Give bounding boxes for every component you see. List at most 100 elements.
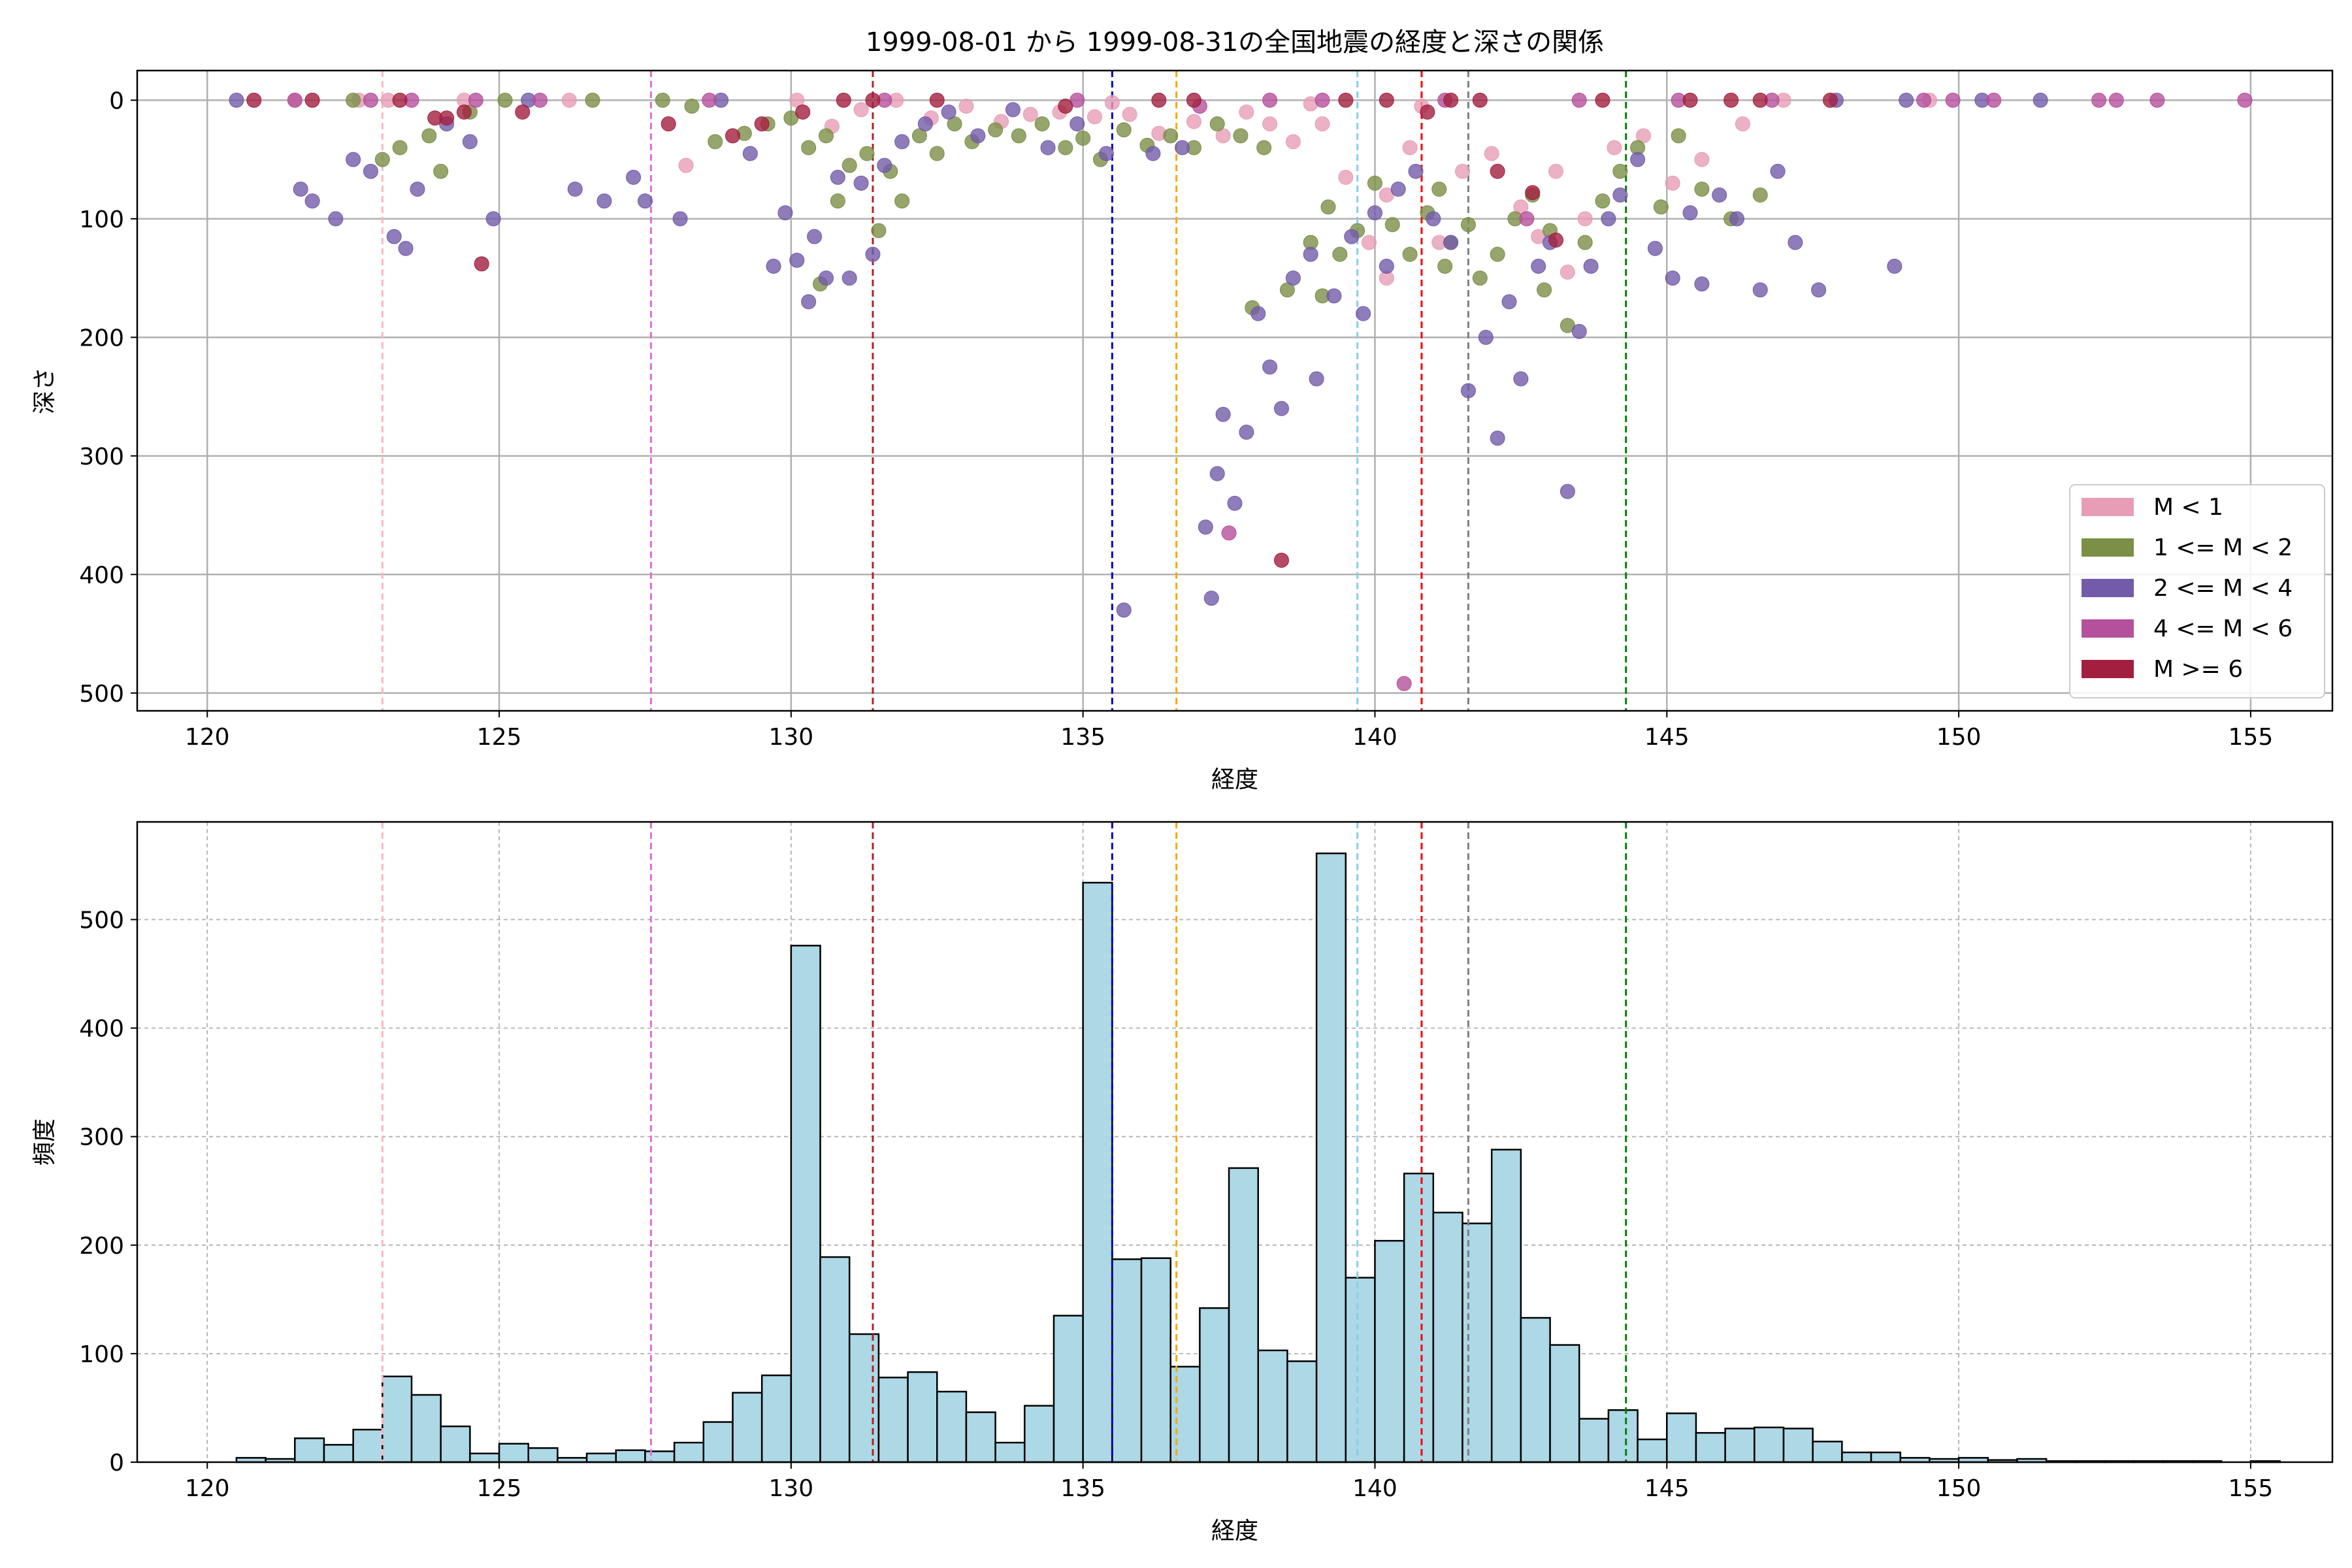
scatter-point	[532, 92, 548, 108]
scatter-point	[497, 92, 513, 108]
scatter-point	[1379, 258, 1394, 274]
scatter-point	[1303, 246, 1318, 262]
histogram-bar	[1403, 1172, 1435, 1463]
scatter-point	[1455, 163, 1471, 179]
scatter-point	[2237, 92, 2253, 108]
histogram-y-axis-label: 頻度	[31, 1119, 58, 1166]
scatter-point	[1571, 323, 1587, 339]
scatter-point	[1332, 246, 1348, 262]
histogram-bar	[294, 1437, 325, 1463]
scatter-point	[626, 169, 642, 185]
scatter-point	[1443, 235, 1459, 250]
scatter-point	[1285, 270, 1301, 286]
scatter-point	[1490, 246, 1505, 262]
scatter-point	[1560, 265, 1575, 280]
scatter-point	[678, 157, 694, 173]
scatter-point	[1239, 105, 1254, 120]
scatter-point	[1899, 92, 1914, 108]
scatter-point	[1402, 246, 1418, 262]
scatter-point	[1034, 116, 1050, 132]
scatter-point	[1682, 205, 1698, 221]
scatter-point	[1362, 235, 1377, 250]
scatter-point	[1577, 235, 1593, 250]
scatter-point	[1577, 211, 1593, 227]
scatter-point	[1712, 188, 1727, 203]
scatter-point	[363, 163, 378, 179]
histogram-bar	[1374, 1239, 1405, 1463]
scatter-point	[1513, 371, 1529, 387]
histogram-y-tick-label: 100	[79, 1341, 124, 1368]
histogram-bar	[1257, 1349, 1288, 1463]
scatter-point	[1647, 240, 1663, 256]
scatter-point	[567, 181, 583, 197]
scatter-point	[1431, 181, 1447, 197]
scatter-point	[1519, 211, 1535, 227]
scatter-point	[1186, 114, 1201, 129]
scatter-point	[1367, 205, 1382, 221]
scatter-point	[468, 92, 483, 108]
scatter-point	[1209, 466, 1225, 482]
scatter-point	[1682, 92, 1698, 108]
histogram-x-tick-label: 130	[768, 1475, 813, 1502]
scatter-point	[1075, 130, 1091, 146]
histogram-bar	[1053, 1315, 1084, 1463]
scatter-point	[2091, 92, 2107, 108]
histogram-bar	[1666, 1413, 1697, 1463]
histogram-x-axis-label: 経度	[1211, 1518, 1258, 1544]
scatter-point	[830, 169, 845, 185]
scatter-point	[1443, 92, 1459, 108]
scatter-point	[637, 193, 653, 209]
scatter-point	[1315, 92, 1330, 108]
scatter-point	[1022, 106, 1038, 122]
scatter-point	[1607, 140, 1622, 155]
scatter-point	[1040, 140, 1056, 155]
histogram-bar	[1490, 1149, 1522, 1463]
scatter-x-tick-label: 130	[768, 724, 813, 751]
histogram-bar	[1111, 1258, 1143, 1463]
histogram-bar	[819, 1256, 851, 1463]
scatter-point	[970, 128, 986, 144]
scatter-point	[346, 152, 361, 167]
scatter-point	[1437, 258, 1453, 274]
histogram-bar	[1637, 1438, 1668, 1463]
scatter-point	[1472, 92, 1488, 108]
histogram-bar	[323, 1444, 354, 1463]
scatter-point	[1571, 92, 1587, 108]
scatter-point	[1227, 495, 1243, 511]
scatter-point	[1665, 270, 1680, 286]
legend-label: M >= 6	[2153, 656, 2243, 683]
scatter-point	[1098, 146, 1114, 161]
scatter-point	[929, 92, 945, 108]
scatter-point	[1752, 282, 1768, 298]
scatter-x-axis-label: 経度	[1211, 766, 1258, 793]
histogram-bar	[848, 1333, 880, 1463]
scatter-point	[1665, 175, 1680, 191]
scatter-point	[795, 105, 811, 120]
scatter-point	[293, 181, 308, 197]
scatter-point	[841, 270, 857, 286]
scatter-point	[1595, 92, 1610, 108]
scatter-point	[865, 92, 881, 108]
histogram-x-tick-label: 120	[185, 1475, 230, 1502]
scatter-point	[1490, 431, 1505, 446]
scatter-point	[672, 211, 688, 227]
scatter-point	[853, 102, 869, 118]
scatter-point	[1501, 294, 1517, 310]
histogram-bar	[1228, 1167, 1259, 1463]
scatter-point	[1070, 116, 1085, 132]
histogram-bar	[877, 1377, 909, 1463]
scatter-point	[1315, 116, 1330, 132]
legend: M < 1 1 <= M < 2 2 <= M < 4 4 <= M < 6 M >= …	[2069, 484, 2325, 698]
histogram-x-tick-label: 140	[1352, 1475, 1397, 1502]
legend-swatch	[2082, 660, 2134, 678]
scatter-x-tick-label: 150	[1936, 724, 1982, 751]
scatter-point	[1537, 282, 1552, 298]
scatter-point	[1887, 258, 1903, 274]
scatter-point	[1250, 306, 1266, 321]
scatter-point	[1087, 109, 1103, 125]
legend-swatch	[2082, 579, 2134, 597]
histogram-x-tick-label: 145	[1644, 1475, 1690, 1502]
scatter-point	[1408, 163, 1424, 179]
scatter-point	[1945, 92, 1961, 108]
scatter-point	[929, 146, 945, 161]
